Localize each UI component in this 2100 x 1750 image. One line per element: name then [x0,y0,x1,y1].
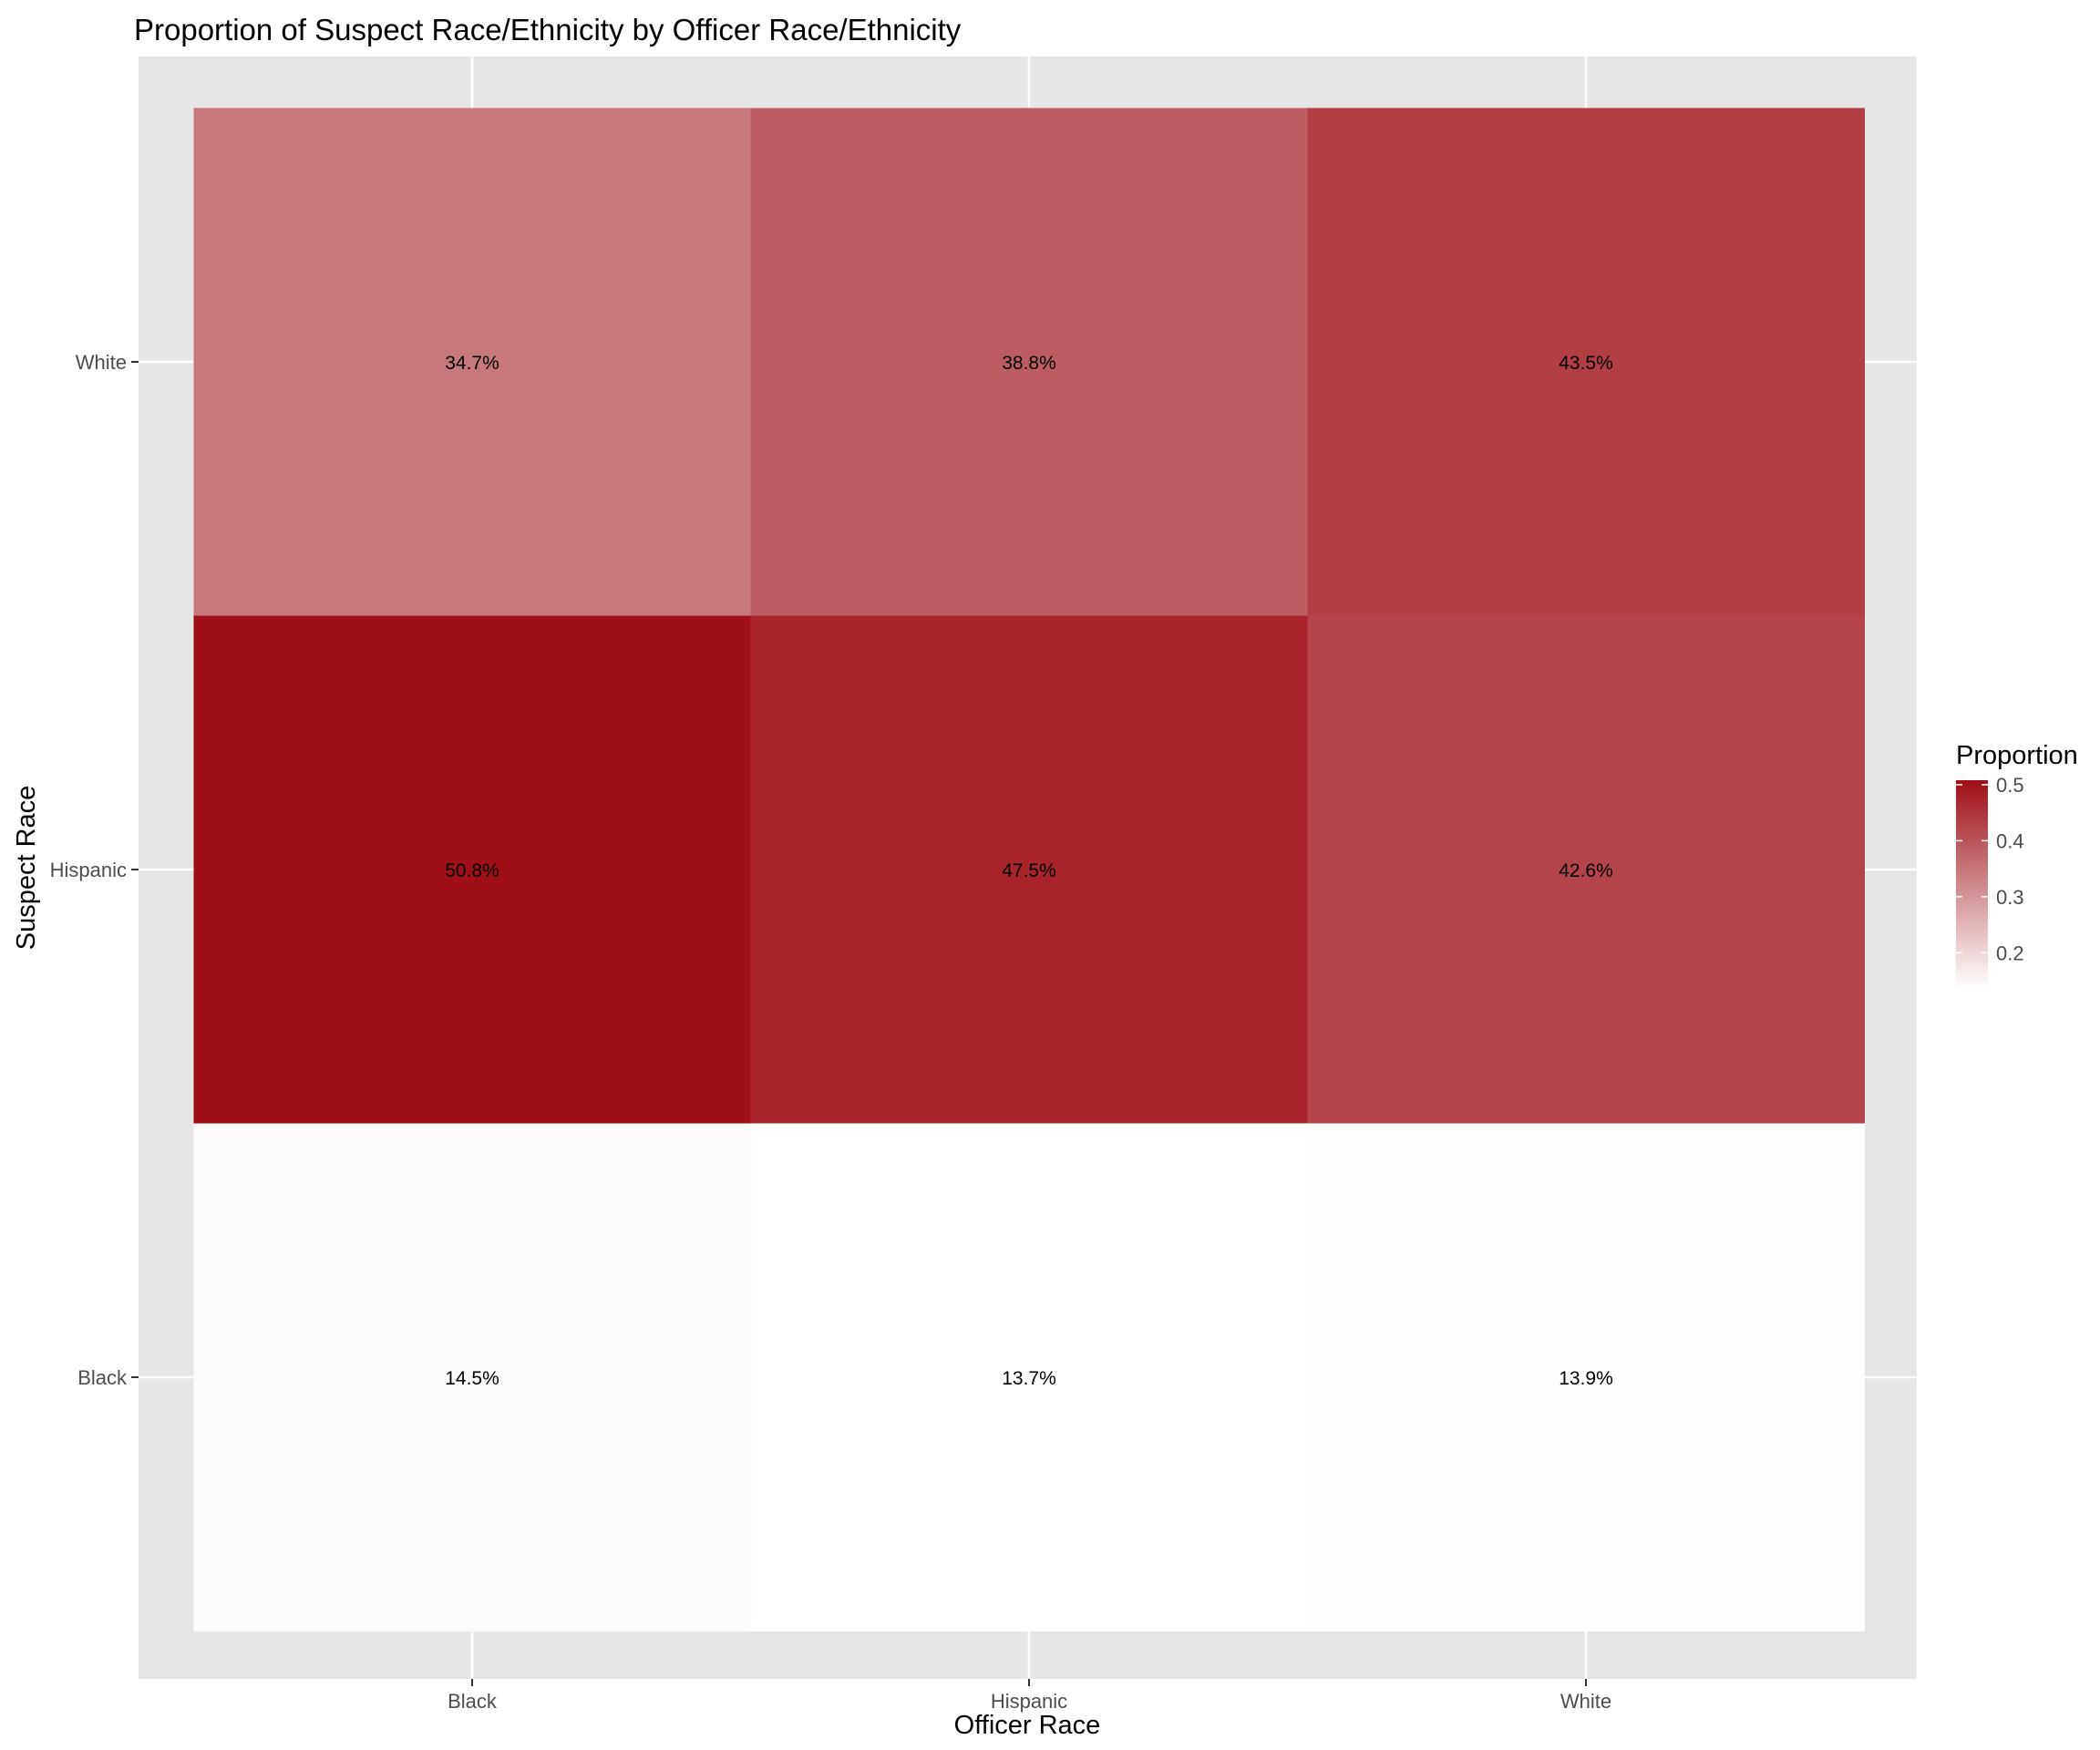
cell-label: 43.5% [1559,353,1613,374]
cell-label: 13.9% [1559,1368,1613,1389]
y-tick-label: Hispanic [50,859,127,881]
legend-tick-label: 0.2 [1996,942,2024,964]
heatmap-cell [1307,1123,1865,1632]
cell-label: 13.7% [1002,1368,1056,1389]
heatmap-cell [193,615,751,1124]
x-tick-label: Hispanic [991,1690,1067,1713]
heatmap-cells [193,108,1865,1632]
cell-label: 42.6% [1559,860,1613,881]
heatmap-cell [750,1123,1308,1632]
cell-label: 50.8% [445,860,499,881]
legend-tick-label: 0.4 [1996,829,2024,852]
x-axis-title: Officer Race [954,1711,1101,1740]
heatmap-cell [193,1123,751,1632]
cell-label: 38.8% [1002,353,1056,374]
heatmap-cell [750,615,1308,1124]
x-axis: Black Hispanic White [448,1679,1611,1713]
x-tick-label: White [1560,1690,1611,1713]
legend-tick-label: 0.3 [1996,886,2024,909]
y-axis-title: Suspect Race [12,786,41,951]
legend: Proportion 0.2 0.3 0.4 0.5 [1956,741,2078,988]
legend-ticks: 0.2 0.3 0.4 0.5 [1956,774,2024,964]
cell-label: 14.5% [445,1368,499,1389]
cell-label: 34.7% [445,353,499,374]
heatmap-cell [1307,108,1865,616]
legend-tick-label: 0.5 [1996,774,2024,797]
y-tick-label: Black [77,1366,128,1389]
heatmap-cell [193,108,751,616]
y-axis: Black Hispanic White [50,351,139,1389]
cell-labels: 34.7% 38.8% 43.5% 50.8% 47.5% 42.6% 14.5% 13.7%… [445,353,1613,1389]
x-tick-label: Black [448,1690,498,1713]
legend-colorbar [1956,780,1988,988]
heatmap-cell [750,108,1308,616]
y-tick-label: White [76,351,127,374]
cell-label: 47.5% [1002,860,1056,881]
heatmap-cell [1307,615,1865,1124]
legend-title: Proportion [1956,741,2078,770]
chart-title: Proportion of Suspect Race/Ethnicity by … [134,13,962,46]
